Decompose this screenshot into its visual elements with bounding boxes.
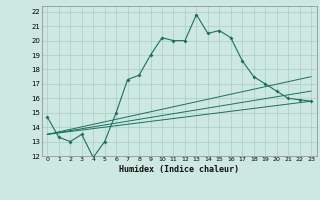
X-axis label: Humidex (Indice chaleur): Humidex (Indice chaleur) <box>119 165 239 174</box>
